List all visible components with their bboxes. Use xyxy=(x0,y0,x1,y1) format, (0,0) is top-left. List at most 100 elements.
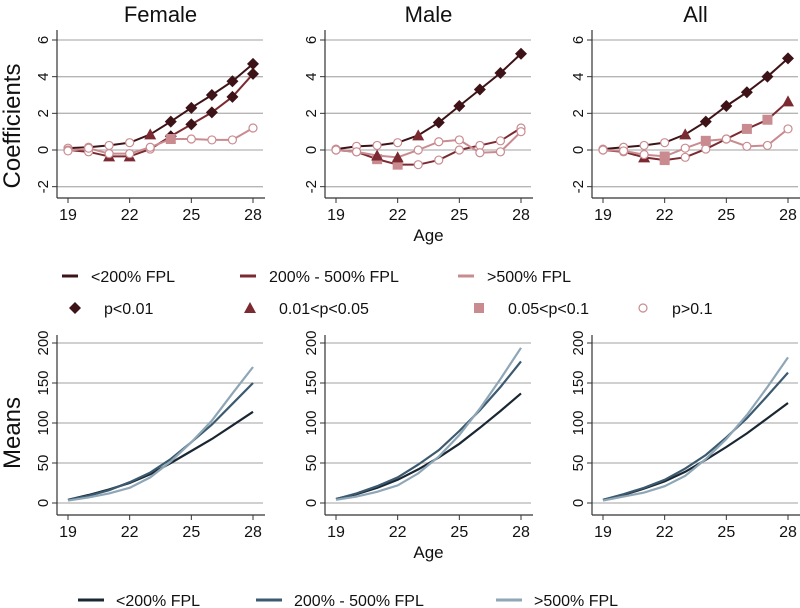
legend-label: >500% FPL xyxy=(534,593,618,608)
data-point-marker xyxy=(701,144,711,154)
x-axis-label: Age xyxy=(413,226,443,245)
y-tick-label: 4 xyxy=(35,72,52,80)
y-tick-label: 4 xyxy=(303,72,320,80)
y-tick-label: 0 xyxy=(570,499,587,507)
data-point-marker xyxy=(83,143,94,153)
series-line xyxy=(335,392,522,501)
data-point-marker xyxy=(454,135,464,145)
y-tick-label: 2 xyxy=(570,109,587,117)
series-line xyxy=(335,130,522,159)
legend-label: >500% FPL xyxy=(487,269,571,286)
data-point-marker xyxy=(104,149,114,159)
data-point-marker xyxy=(351,147,362,157)
x-tick-label: 19 xyxy=(59,207,77,224)
y-tick-label: 200 xyxy=(570,330,587,355)
y-tick-label: 200 xyxy=(35,330,52,355)
legend-label: 200% - 500% FPL xyxy=(294,593,424,608)
data-point-marker xyxy=(164,115,177,128)
x-tick-label: 22 xyxy=(389,207,407,224)
data-point-marker xyxy=(393,138,403,148)
series-line xyxy=(602,57,789,151)
x-tick-label: 22 xyxy=(656,207,674,224)
data-point-marker xyxy=(247,57,259,70)
data-point-marker xyxy=(699,115,712,128)
series-line xyxy=(67,127,254,155)
y-tick-label: 0 xyxy=(570,146,587,154)
legend-marker-swatch xyxy=(244,302,256,313)
data-point-marker xyxy=(226,90,239,103)
data-point-marker xyxy=(434,155,444,165)
data-point-marker xyxy=(186,134,196,144)
series-line xyxy=(602,356,789,502)
legend-label: p>0.1 xyxy=(672,301,713,318)
data-point-marker xyxy=(247,67,259,80)
series-line xyxy=(335,360,522,501)
x-tick-label: 28 xyxy=(512,524,530,541)
data-point-marker xyxy=(248,123,258,133)
data-point-marker xyxy=(391,151,404,163)
legend-label: 0.05<p<0.1 xyxy=(508,301,589,318)
panel-title: All xyxy=(683,2,707,27)
series-line xyxy=(602,100,789,162)
y-tick-label: 50 xyxy=(35,455,52,472)
series-line xyxy=(335,347,522,501)
y-axis-label: Coefficients xyxy=(0,64,26,189)
legend-marker-swatch xyxy=(474,303,484,313)
y-tick-label: -2 xyxy=(35,180,52,193)
data-point-marker xyxy=(473,83,486,96)
data-point-marker xyxy=(762,114,773,125)
x-tick-label: 22 xyxy=(121,524,139,541)
data-point-marker xyxy=(721,134,731,144)
data-point-marker xyxy=(205,89,218,101)
x-tick-label: 28 xyxy=(244,524,262,541)
data-point-marker xyxy=(680,152,690,162)
data-point-marker xyxy=(392,159,403,170)
data-point-marker xyxy=(145,142,155,152)
data-point-marker xyxy=(125,138,135,148)
series-line xyxy=(67,382,254,501)
data-point-marker xyxy=(720,100,733,112)
series-line xyxy=(602,128,789,158)
data-point-marker xyxy=(432,116,445,129)
x-tick-label: 19 xyxy=(327,524,345,541)
data-point-marker xyxy=(495,147,506,157)
x-tick-label: 22 xyxy=(121,207,139,224)
data-point-marker xyxy=(494,67,507,79)
data-point-marker xyxy=(434,137,444,147)
data-point-marker xyxy=(205,106,218,119)
data-point-marker xyxy=(761,70,774,83)
y-tick-label: 150 xyxy=(303,370,320,395)
data-point-marker xyxy=(165,134,176,144)
x-tick-label: 19 xyxy=(594,207,612,224)
data-point-marker xyxy=(782,95,794,107)
y-tick-label: 200 xyxy=(303,330,320,355)
panel-title: Female xyxy=(124,2,197,27)
data-point-marker xyxy=(453,100,466,112)
x-tick-label: 25 xyxy=(450,207,468,224)
data-point-marker xyxy=(639,149,649,160)
legend-label: 200% - 500% FPL xyxy=(269,269,399,286)
y-tick-label: 100 xyxy=(570,410,587,435)
x-tick-label: 28 xyxy=(779,524,797,541)
x-tick-label: 25 xyxy=(717,524,735,541)
legend-marker-swatch xyxy=(69,302,81,314)
data-point-marker xyxy=(371,149,384,161)
y-tick-label: 2 xyxy=(35,109,52,117)
data-point-marker xyxy=(331,145,341,155)
y-tick-label: 0 xyxy=(303,146,320,154)
data-point-marker xyxy=(104,140,114,151)
data-point-marker xyxy=(413,145,423,155)
data-point-marker xyxy=(659,151,670,162)
y-tick-label: 100 xyxy=(35,410,52,435)
data-point-marker xyxy=(516,127,526,137)
data-point-marker xyxy=(660,138,670,148)
y-tick-label: 0 xyxy=(35,499,52,507)
data-point-marker xyxy=(639,140,649,151)
y-axis-label: Means xyxy=(0,397,26,469)
series-line xyxy=(335,127,522,166)
data-point-marker xyxy=(413,160,423,170)
y-tick-label: 150 xyxy=(570,370,587,395)
series-line xyxy=(602,402,789,501)
x-tick-label: 28 xyxy=(244,207,262,224)
